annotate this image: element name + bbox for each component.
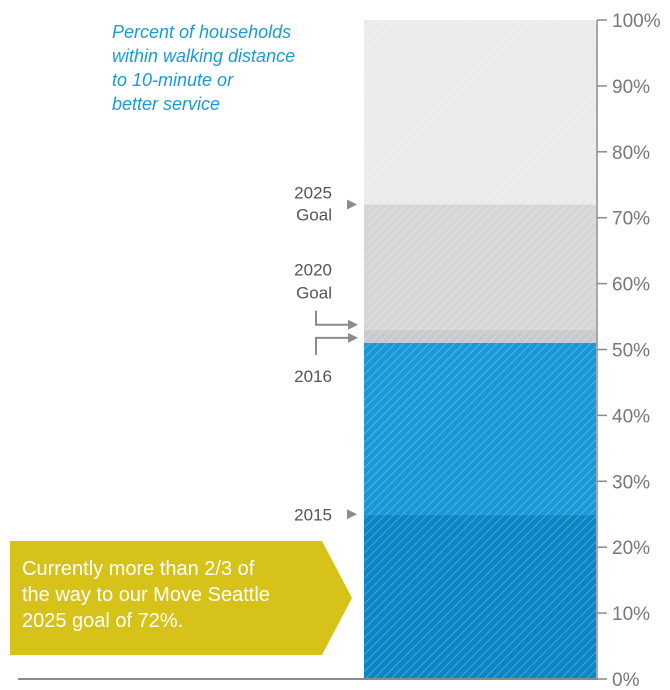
bar-segment-hatch	[364, 20, 596, 205]
y-tick-label: 10%	[612, 604, 650, 625]
bar	[364, 20, 596, 679]
callout	[10, 541, 352, 655]
bar-segment-hatch	[364, 342, 596, 515]
marker-annotations: 2025 Goal 2020 Goal 2016 2015	[294, 184, 358, 524]
y-tick-label: 30%	[612, 472, 650, 493]
callout-line: the way to our Move Seattle	[22, 584, 270, 606]
y-tick-label: 60%	[612, 275, 650, 296]
subtitle-line: to 10-minute or	[112, 70, 234, 90]
subtitle-line: within walking distance	[112, 46, 296, 66]
callout-line: Currently more than 2/3 of	[22, 558, 255, 580]
marker-leader	[315, 336, 350, 355]
marker-leader	[315, 310, 350, 326]
callout-line: 2025 goal of 72%.	[22, 610, 184, 632]
marker-label: 2016	[294, 367, 332, 386]
chart-subtitle: Percent of households within walking dis…	[112, 20, 352, 116]
y-tick-label: 100%	[612, 11, 661, 32]
marker-label: 2025	[294, 184, 332, 203]
marker-arrow	[347, 199, 357, 210]
marker-label: Goal	[296, 206, 332, 225]
callout-box	[10, 541, 352, 655]
y-tick-label: 80%	[612, 143, 650, 164]
subtitle-line: Percent of households	[112, 22, 292, 42]
marker-label: Goal	[296, 284, 332, 303]
y-tick-label: 50%	[612, 341, 650, 362]
marker-label: 2020	[294, 261, 332, 280]
y-axis: 0% 10% 20% 30% 40% 50% 60% 70% 80% 90% 100%	[18, 11, 661, 690]
marker-label: 2015	[294, 505, 332, 524]
bar-segment-hatch	[364, 329, 596, 343]
bar-segment-hatch	[364, 514, 596, 679]
marker-arrow	[348, 319, 358, 330]
callout-text: Currently more than 2/3 of the way to ou…	[22, 556, 342, 634]
y-tick-label: 90%	[612, 77, 650, 98]
marker-arrow	[347, 509, 357, 520]
subtitle-line: better service	[112, 94, 221, 114]
y-tick-label: 70%	[612, 209, 650, 230]
marker-arrow	[348, 332, 358, 343]
y-tick-label: 20%	[612, 538, 650, 559]
bar-segment-hatch	[364, 204, 596, 330]
y-tick-label: 0%	[612, 670, 640, 690]
y-tick-label: 40%	[612, 406, 650, 427]
